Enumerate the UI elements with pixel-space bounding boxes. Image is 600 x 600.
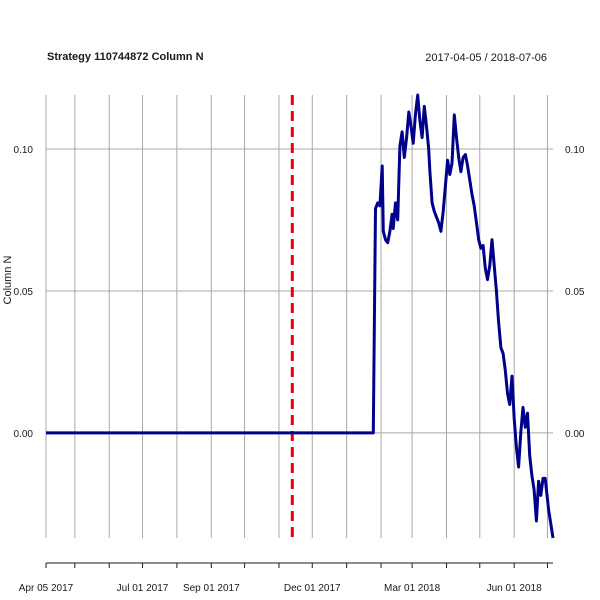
x-tick-label: Sep 01 2017 [183,583,240,594]
x-tick-label: Mar 01 2018 [384,583,441,594]
y-tick-label-left: 0.05 [14,287,34,298]
y-tick-label-right: 0.00 [565,429,585,440]
x-tick-label: Dec 01 2017 [284,583,341,594]
x-tick-label: Jun 01 2018 [487,583,542,594]
y-tick-label-right: 0.10 [565,145,585,156]
series-line [46,93,555,539]
x-tick-label: Apr 05 2017 [19,583,74,594]
tick-labels: Apr 05 2017 Jul 01 2017 Sep 01 2017 Dec 01 … [14,145,585,594]
y-tick-label-left: 0.10 [14,145,34,156]
y-tick-label-right: 0.05 [565,287,585,298]
chart-title: Strategy 110744872 Column N [47,51,204,63]
axes [45,562,553,568]
y-tick-label-left: 0.00 [14,429,34,440]
x-tick-label: Jul 01 2017 [117,583,169,594]
date-range-label: 2017-04-05 / 2018-07-06 [425,52,547,64]
grid-lines [45,95,553,538]
series-lines [46,93,555,539]
